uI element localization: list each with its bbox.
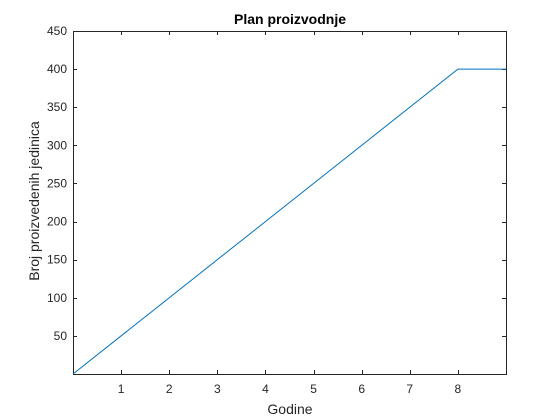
y-axis-label: Broj proizvedenih jedinica: [26, 121, 42, 281]
y-tick-label: 300: [47, 138, 67, 152]
x-tick-label: 7: [406, 382, 413, 396]
x-tick-label: 5: [310, 382, 317, 396]
y-tick-label: 50: [54, 329, 68, 343]
x-tick-label: 4: [262, 382, 269, 396]
x-tick-label: 3: [214, 382, 221, 396]
x-axis-label: Godine: [267, 401, 312, 417]
y-tick-label: 100: [47, 291, 67, 305]
y-tick-label: 250: [47, 176, 67, 190]
chart-title: Plan proizvodnje: [234, 11, 346, 27]
x-tick-label: 1: [118, 382, 125, 396]
series-line: [72, 68, 506, 375]
y-tick-label: 150: [47, 253, 67, 267]
y-tick-label: 400: [47, 62, 67, 76]
axes-box: [73, 31, 507, 375]
plot-area: 1 2 3 4 5 6 7 8 50 100 150 200 250 300 350 400 450: [47, 24, 507, 396]
x-tick-label: 8: [455, 382, 462, 396]
x-tick-label: 2: [166, 382, 173, 396]
y-tick-label: 200: [47, 215, 67, 229]
x-tick-label: 6: [358, 382, 365, 396]
y-tick-label: 350: [47, 100, 67, 114]
y-tick-label: 450: [47, 24, 67, 38]
